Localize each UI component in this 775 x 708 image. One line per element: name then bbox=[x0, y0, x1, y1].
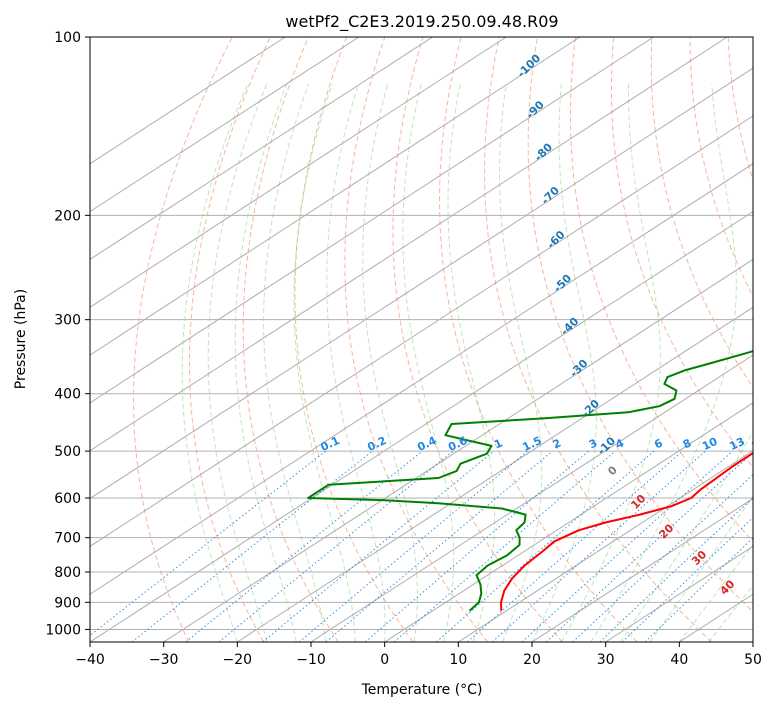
y-tick-label: 400 bbox=[54, 387, 81, 403]
y-tick-label: 800 bbox=[54, 565, 81, 581]
isotherm-line bbox=[90, 163, 753, 595]
isotherm-line bbox=[90, 67, 753, 500]
moist-adiabat-line bbox=[590, 83, 737, 642]
moist-adiabat-line bbox=[234, 83, 297, 642]
mixing-ratio-line bbox=[325, 450, 553, 642]
x-tick-label: −20 bbox=[223, 652, 253, 668]
mixing-ratio-line bbox=[572, 474, 753, 642]
dry-adiabat-line bbox=[189, 37, 271, 642]
moist-adiabat-line bbox=[326, 83, 386, 642]
isotherm-line bbox=[90, 37, 654, 404]
y-axis: 100 200 300 400 500 600 700 800 900 1000 bbox=[45, 30, 90, 638]
mixing-ratio-line bbox=[644, 537, 753, 642]
moist-adiabat-line bbox=[447, 83, 496, 642]
x-tick-label: 10 bbox=[449, 652, 467, 668]
x-tick-label: 30 bbox=[597, 652, 615, 668]
isotherm-line bbox=[90, 37, 728, 452]
mixing-ratio-line bbox=[491, 450, 706, 642]
mixing-ratio-label: 10 bbox=[700, 435, 720, 453]
moist-adiabat-line bbox=[293, 83, 356, 642]
mixing-ratio-line bbox=[393, 450, 616, 642]
moist-adiabat-line bbox=[263, 83, 327, 642]
isotherm-line bbox=[90, 37, 581, 356]
mixing-ratio-line bbox=[262, 450, 495, 642]
x-axis-title: Temperature (°C) bbox=[361, 682, 483, 698]
mixing-ratio-line bbox=[467, 450, 683, 642]
moist-adiabat-line bbox=[498, 83, 543, 642]
y-tick-label: 200 bbox=[54, 208, 81, 224]
x-tick-label: 20 bbox=[523, 652, 541, 668]
chart-title: wetPf2_C2E3.2019.250.09.48.R09 bbox=[285, 12, 558, 32]
mixing-ratio-label: 16 bbox=[750, 435, 770, 453]
x-tick-label: 0 bbox=[380, 652, 389, 668]
y-tick-label: 900 bbox=[54, 595, 81, 611]
mixing-ratio-line bbox=[218, 450, 454, 642]
mixing-ratio-line bbox=[185, 450, 423, 642]
isotherm-line bbox=[90, 37, 507, 308]
y-axis-title: Pressure (hPa) bbox=[13, 289, 29, 389]
x-tick-label: −10 bbox=[296, 652, 326, 668]
dry-adiabat-line bbox=[242, 37, 339, 642]
temperature-profile bbox=[500, 451, 753, 611]
isotherm-line bbox=[163, 258, 753, 642]
dry-adiabat-line bbox=[438, 37, 638, 642]
x-tick-label: −40 bbox=[75, 652, 105, 668]
dry-adiabat-line bbox=[611, 37, 753, 469]
isotherm-line bbox=[458, 450, 753, 642]
moist-adiabat-line bbox=[362, 83, 418, 642]
isotherm-line bbox=[531, 497, 753, 642]
isotherm-line bbox=[90, 210, 753, 642]
dry-adiabat-line bbox=[294, 37, 414, 642]
moist-adiabat-line bbox=[649, 495, 753, 642]
y-tick-label: 600 bbox=[54, 491, 81, 507]
plot-frame bbox=[89, 36, 754, 643]
moist-adiabat-line bbox=[402, 83, 455, 642]
x-tick-label: 50 bbox=[744, 652, 762, 668]
isotherm-line bbox=[237, 306, 753, 642]
dry-adiabat-line bbox=[650, 37, 753, 389]
isotherm-line bbox=[90, 37, 360, 213]
x-tick-label: −30 bbox=[149, 652, 179, 668]
x-axis: −40 −30 −20 −10 0 10 20 30 40 50 bbox=[75, 642, 762, 668]
moist-adiabat-line bbox=[708, 584, 753, 642]
dry-adiabat-line bbox=[133, 37, 233, 642]
dry-adiabat-line bbox=[689, 37, 753, 298]
mixing-ratio-line bbox=[622, 516, 753, 642]
mixing-ratio-line bbox=[131, 450, 373, 642]
sounding-profiles bbox=[307, 349, 753, 612]
background-guide-lines bbox=[90, 37, 753, 642]
isotherm-line bbox=[90, 37, 286, 165]
mixing-ratio-line bbox=[298, 450, 528, 642]
isotherm-line bbox=[90, 115, 753, 547]
dry-adiabat-line bbox=[484, 37, 713, 642]
y-tick-label: 300 bbox=[54, 313, 81, 329]
isotherm-line bbox=[310, 354, 753, 642]
moist-adiabat-line bbox=[531, 83, 597, 642]
dry-adiabat-line bbox=[527, 37, 753, 613]
isotherm-line bbox=[90, 37, 433, 260]
moist-adiabat-line bbox=[678, 543, 753, 642]
moist-adiabat-line bbox=[561, 83, 661, 642]
moist-adiabat-line bbox=[207, 83, 268, 642]
moist-adiabat-line bbox=[181, 83, 249, 642]
isotherm-line bbox=[384, 402, 753, 642]
moist-adiabat-line bbox=[619, 430, 753, 642]
y-tick-label: 1000 bbox=[45, 622, 81, 638]
dry-adiabat-line bbox=[392, 37, 563, 642]
y-tick-label: 700 bbox=[54, 531, 81, 547]
y-tick-label: 100 bbox=[54, 30, 81, 46]
mixing-ratio-label: 13 bbox=[727, 435, 746, 453]
dewpoint-profile bbox=[307, 349, 753, 612]
x-tick-label: 40 bbox=[670, 652, 688, 668]
y-tick-label: 500 bbox=[54, 444, 81, 460]
